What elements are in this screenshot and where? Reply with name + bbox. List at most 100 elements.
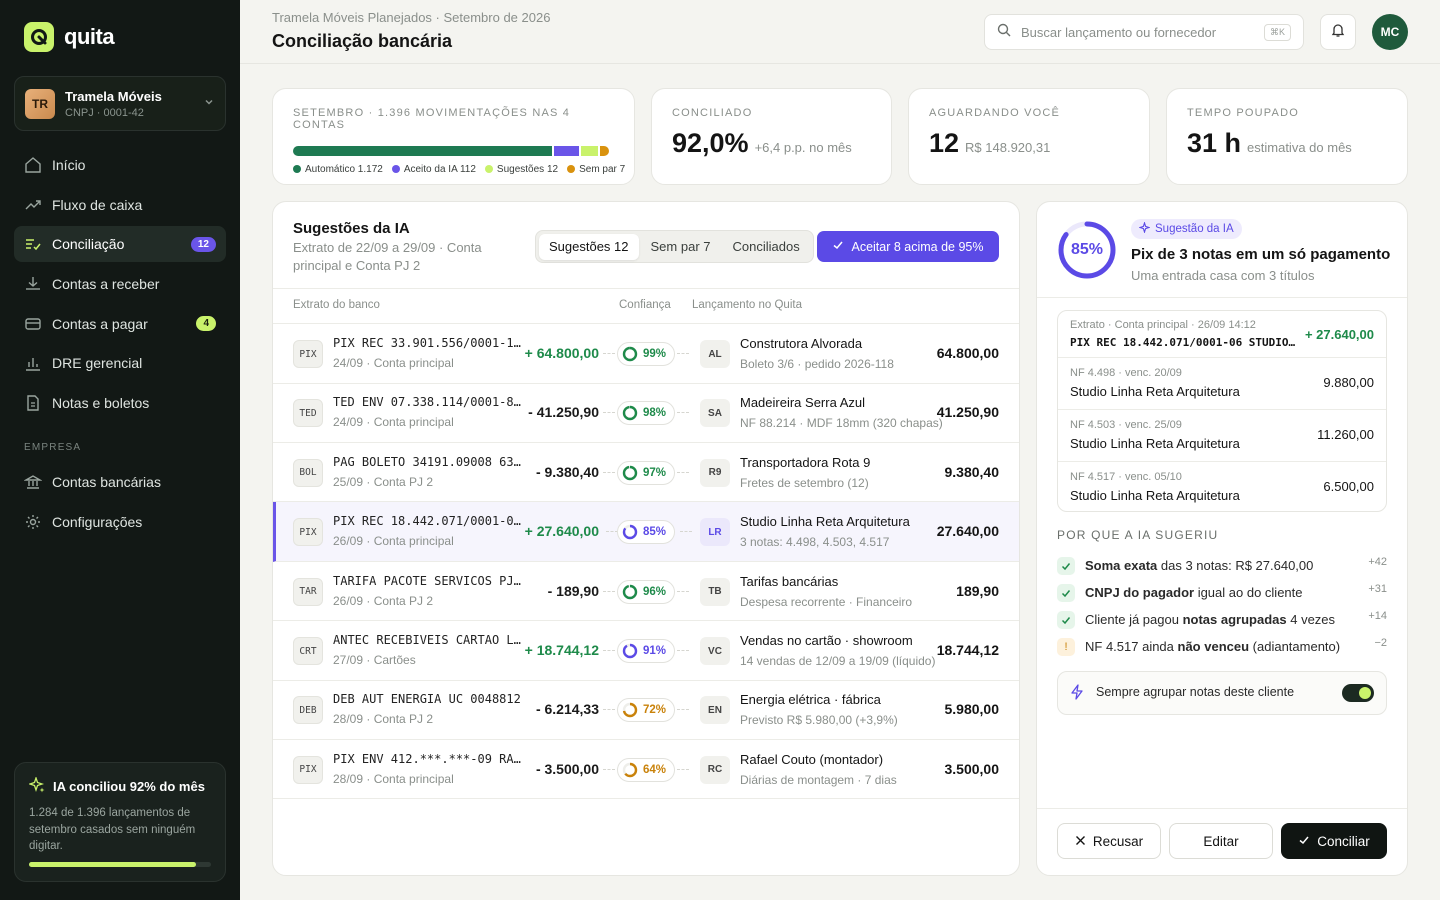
lightning-icon — [1070, 684, 1084, 705]
entry-amount: 5.980,00 — [944, 701, 1000, 718]
waiting-card: Aguardando você 12 R$ 148.920,31 — [908, 88, 1150, 185]
edit-button[interactable]: Editar — [1169, 823, 1273, 859]
sidebar-item-contas-a-pagar[interactable]: Contas a pagar 4 — [14, 306, 226, 342]
search-shortcut: ⌘K — [1263, 23, 1291, 41]
entity-initials: LR — [700, 518, 730, 547]
entry-amount: 41.250,90 — [936, 404, 999, 421]
company-cnpj: CNPJ · 0001-42 — [65, 106, 144, 119]
notifications-button[interactable] — [1320, 14, 1356, 50]
sidebar-item-label: Conciliação — [52, 236, 125, 253]
company-switcher[interactable]: TR Tramela Móveis CNPJ · 0001-42 — [14, 76, 226, 131]
search-box[interactable]: ⌘K — [984, 14, 1304, 50]
sidebar-item-conciliação[interactable]: Conciliação 12 — [14, 226, 226, 263]
accept-high-confidence-button[interactable]: Aceitar 8 acima de 95% — [817, 231, 999, 262]
tab-reconciled[interactable]: Conciliados — [732, 239, 800, 254]
statement-entry[interactable]: Extrato · Conta principal · 26/09 14:12 … — [1058, 311, 1386, 358]
connector-line — [603, 412, 615, 414]
reason-rest: (adiantamento) — [1249, 639, 1341, 654]
bank-meta: 24/09 · Conta principal — [333, 415, 454, 430]
reason-text: Cliente já pagou notas agrupadas 4 vezes — [1085, 612, 1335, 627]
reject-button[interactable]: Recusar — [1057, 823, 1161, 859]
connector-line — [677, 709, 689, 711]
col-bank: Extrato do banco — [293, 299, 380, 311]
connector-line — [677, 412, 689, 414]
suggestion-row[interactable]: PIX PIX REC 18.442.071/0001-06 STUDIO LIN… — [273, 502, 1019, 562]
check-icon — [1057, 584, 1075, 602]
invoice-row[interactable]: NF 4.503 · venc. 25/09 Studio Linha Reta… — [1058, 410, 1386, 462]
invoice-row[interactable]: NF 4.498 · venc. 20/09 Studio Linha Reta… — [1058, 358, 1386, 410]
reason-rest: das 3 notas: R$ 27.640,00 — [1157, 558, 1314, 573]
suggestion-row[interactable]: BOL PAG BOLETO 34191.09008 63571.277308 25… — [273, 443, 1019, 503]
suggestion-row[interactable]: DEB DEB AUT ENERGIA UC 0048812 28/09 · Con… — [273, 680, 1019, 740]
bank-amount: + 18.744,12 — [524, 642, 599, 658]
transaction-type-tag: CRT — [293, 637, 323, 665]
sidebar-item-fluxo-de-caixa[interactable]: Fluxo de caixa — [14, 187, 226, 223]
reason-text: Soma exata das 3 notas: R$ 27.640,00 — [1085, 558, 1313, 573]
sidebar-item-notas-e-boletos[interactable]: Notas e boletos — [14, 385, 226, 421]
confidence-ring — [622, 346, 638, 362]
confidence-ring — [622, 703, 638, 718]
suggestion-row[interactable]: CRT ANTEC RECEBIVEIS CARTAO LOJA SHOWROOM… — [273, 621, 1019, 681]
bar-chart-icon — [24, 354, 42, 372]
entry-amount: 27.640,00 — [936, 523, 999, 540]
bank-amount: - 3.500,00 — [535, 760, 599, 777]
confidence-badge: 98% — [617, 401, 675, 426]
search-input[interactable] — [1021, 24, 1254, 40]
time-saved-card: Tempo poupado 31 h estimativa do mês — [1166, 88, 1408, 185]
entry-meta: 14 vendas de 12/09 a 19/09 (líquido) — [740, 654, 936, 668]
ai-suggestion-pill: Sugestão da IA — [1131, 219, 1242, 239]
check-icon — [1057, 557, 1075, 575]
transaction-type-tag: PIX — [293, 518, 323, 547]
connector-line — [603, 650, 615, 651]
suggestion-row[interactable]: TAR TARIFA PACOTE SERVICOS PJ SETEMBRO 26/… — [273, 562, 1019, 622]
confirm-reconcile-button[interactable]: Conciliar — [1281, 823, 1387, 859]
suggestion-row[interactable]: PIX PIX ENV 412.***.***-09 RAFAEL COUTO 28… — [273, 740, 1019, 800]
bank-meta: 26/09 · Conta PJ 2 — [333, 593, 434, 608]
tab-suggestions[interactable]: Sugestões 12 — [539, 233, 639, 260]
bank-meta: 26/09 · Conta principal — [333, 534, 454, 549]
confidence-ring — [622, 643, 638, 659]
confidence-value: 97% — [643, 466, 667, 479]
entity-initials: AL — [700, 340, 730, 368]
invoice-client: Studio Linha Reta Arquitetura — [1070, 436, 1240, 451]
confidence-badge: 91% — [617, 639, 675, 663]
entry-meta: Despesa recorrente · Financeiro — [740, 594, 913, 609]
sidebar-item-label: Contas bancárias — [52, 474, 161, 490]
sidebar-item-contas-bancárias[interactable]: Contas bancárias — [14, 464, 226, 500]
confidence-value: 98% — [643, 407, 667, 420]
breadcrumb[interactable]: Tramela Móveis Planejados · Setembro de … — [272, 10, 551, 25]
group-invoices-toggle[interactable] — [1342, 684, 1374, 702]
close-icon — [1075, 834, 1086, 849]
transaction-type-tag: TAR — [293, 577, 323, 606]
connector-line — [680, 531, 692, 533]
user-avatar[interactable]: MC — [1372, 14, 1408, 50]
brand-logo[interactable]: quita — [24, 22, 115, 52]
detail-subtitle: Uma entrada casa com 3 títulos — [1131, 268, 1315, 283]
bank-description: DEB AUT ENERGIA UC 0048812 — [333, 692, 521, 707]
legend-item: Sugestões 12 — [484, 164, 558, 175]
reason-text: CNPJ do pagador igual ao do cliente — [1085, 585, 1303, 600]
match-group: Extrato · Conta principal · 26/09 14:12 … — [1057, 310, 1387, 512]
sidebar-item-contas-a-receber[interactable]: Contas a receber — [14, 266, 226, 302]
chevron-down-icon — [203, 95, 215, 113]
entry-amount: 3.500,00 — [944, 760, 1000, 777]
suggestion-row[interactable]: PIX PIX REC 33.901.556/0001-12 CONSTRUTOR… — [273, 324, 1019, 384]
ai-summary-card: IA conciliou 92% do mês 1.284 de 1.396 l… — [14, 762, 226, 882]
invoice-row[interactable]: NF 4.517 · venc. 05/10 Studio Linha Reta… — [1058, 462, 1386, 511]
bank-description: PAG BOLETO 34191.09008 63571.277308 — [333, 454, 521, 469]
sidebar-item-início[interactable]: Início — [14, 147, 226, 183]
reason-prefix: NF 4.517 ainda — [1085, 639, 1178, 654]
entry-name: Vendas no cartão · showroom — [740, 633, 913, 648]
suggestion-row[interactable]: TED TED ENV 07.338.114/0001-80 MADEIREIRA… — [273, 383, 1019, 443]
nav-badge: 12 — [190, 236, 216, 252]
legend-item: Aceito da IA 112 — [391, 164, 476, 175]
entry-amount: 18.744,12 — [936, 642, 999, 658]
connector-line — [606, 531, 618, 533]
sidebar-item-configurações[interactable]: Configurações — [14, 504, 226, 540]
tab-unmatched[interactable]: Sem par 7 — [650, 239, 711, 254]
reject-label: Recusar — [1092, 833, 1144, 849]
entry-meta: Boleto 3/6 · pedido 2026-118 — [740, 357, 894, 371]
confidence-badge: 85% — [617, 520, 675, 545]
sidebar-item-dre-gerencial[interactable]: DRE gerencial — [14, 345, 226, 381]
trend-icon — [24, 196, 42, 214]
